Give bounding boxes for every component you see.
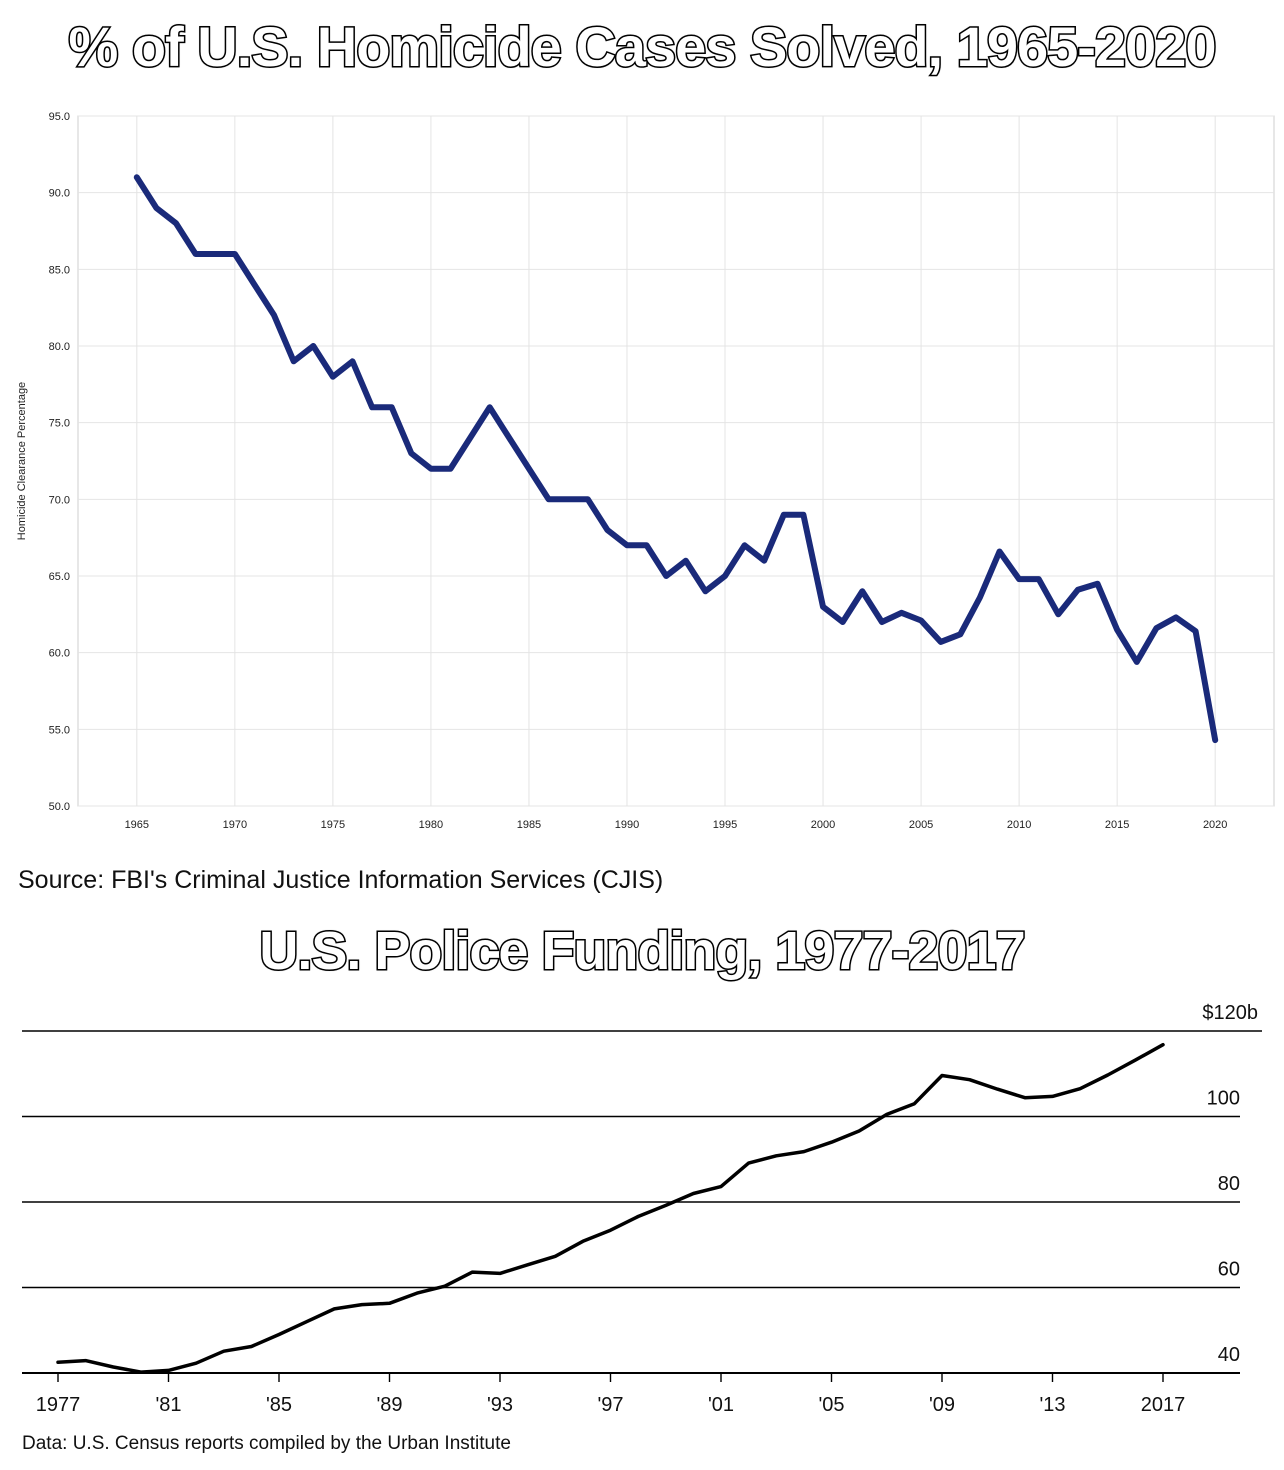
x-tick-label: '85	[266, 1394, 292, 1416]
series-line-clearance	[133, 174, 1219, 744]
y-tick-label: 70.0	[49, 494, 70, 506]
x-tick-label: '97	[597, 1394, 623, 1416]
y-axis-label: Homicide Clearance Percentage	[16, 382, 28, 540]
y-tick-label: $120b	[1202, 1002, 1258, 1024]
x-tick-label: '93	[487, 1394, 513, 1416]
x-tick-label: '09	[929, 1394, 955, 1416]
y-tick-label: 60.0	[49, 648, 70, 660]
x-tick-label: 1965	[125, 819, 149, 831]
x-tick-label: 1990	[615, 819, 639, 831]
y-tick-label: 85.0	[49, 264, 70, 276]
series-line-funding	[56, 1042, 1165, 1374]
homicide-clearance-chart: 1965 1970 1975 1980 1985 1990 1995 2000 2005 2010…	[16, 111, 1275, 831]
police-funding-chart: $120b 100 80 60 40 1977 '81 '85 '89 '93 '97 '01 '05 '…	[22, 1002, 1262, 1416]
x-tick-label: '81	[155, 1394, 181, 1416]
x-tick-label: 1975	[321, 819, 345, 831]
x-tick-label: 2010	[1007, 819, 1031, 831]
x-tick-label: '05	[818, 1394, 844, 1416]
x-tick-label: 2005	[909, 819, 933, 831]
y-tick-label: 100	[1207, 1088, 1240, 1110]
x-tick-label: 2017	[1141, 1394, 1186, 1416]
y-tick-label: 80.0	[49, 341, 70, 353]
y-tick-label: 75.0	[49, 418, 70, 430]
chart-title-homicide: % of U.S. Homicide Cases Solved, 1965-20…	[67, 14, 1218, 80]
x-tick-label: 1985	[517, 819, 541, 831]
x-tick-label: 1977	[36, 1394, 81, 1416]
y-tick-label: 60	[1218, 1259, 1240, 1281]
y-tick-label: 90.0	[49, 188, 70, 200]
y-tick-label: 80	[1218, 1173, 1240, 1195]
x-tick-label: '89	[376, 1394, 402, 1416]
source-caption-police-funding: Data: U.S. Census reports compiled by th…	[22, 1433, 511, 1454]
y-tick-label: 50.0	[49, 801, 70, 813]
y-tick-label: 65.0	[49, 571, 70, 583]
x-tick-label: '01	[708, 1394, 734, 1416]
x-tick-label: '13	[1039, 1394, 1065, 1416]
x-tick-label: 1970	[223, 819, 247, 831]
x-tick-label: 1980	[419, 819, 443, 831]
x-tick-label: 1995	[713, 819, 737, 831]
y-tick-label: 95.0	[49, 111, 70, 123]
x-tick-label: 2020	[1203, 819, 1227, 831]
x-tick-label: 2015	[1105, 819, 1129, 831]
y-tick-label: 55.0	[49, 724, 70, 736]
source-caption-homicide: Source: FBI's Criminal Justice Informati…	[18, 866, 664, 894]
y-tick-label: 40	[1218, 1344, 1240, 1366]
chart-title-police-funding: U.S. Police Funding, 1977-2017	[258, 920, 1027, 983]
x-tick-label: 2000	[811, 819, 835, 831]
plot-area	[77, 115, 1275, 807]
